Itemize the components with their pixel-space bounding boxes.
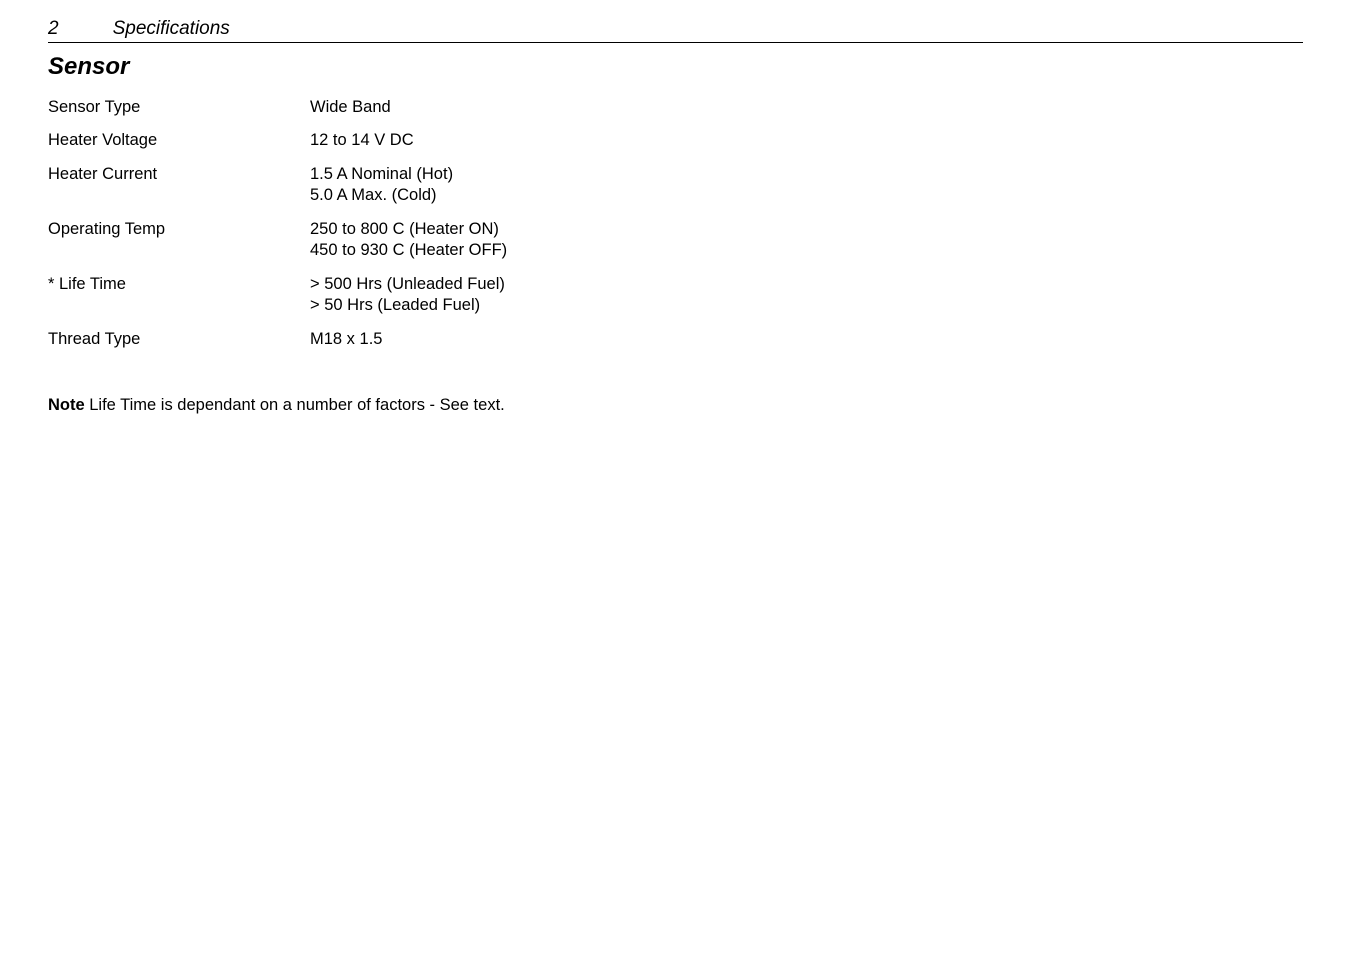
note-lead: Note (48, 396, 85, 414)
page-number: 2 (48, 18, 59, 40)
section-path: Specifications (113, 18, 230, 40)
spec-value: 12 to 14 V DC (310, 124, 507, 157)
spec-label: Heater Voltage (48, 124, 310, 157)
spec-row: Heater Current 1.5 A Nominal (Hot)5.0 A … (48, 158, 507, 213)
spec-label: Thread Type (48, 323, 310, 356)
document-page: 2 Specifications Sensor Sensor Type Wide… (0, 0, 1351, 463)
spec-row: Thread Type M18 x 1.5 (48, 323, 507, 356)
spec-value: 250 to 800 C (Heater ON)450 to 930 C (He… (310, 213, 507, 268)
note-text: Life Time is dependant on a number of fa… (85, 396, 505, 414)
spec-value: > 500 Hrs (Unleaded Fuel)> 50 Hrs (Leade… (310, 268, 507, 323)
page-header: 2 Specifications (48, 18, 1303, 43)
spec-label: Heater Current (48, 158, 310, 213)
spec-value: 1.5 A Nominal (Hot)5.0 A Max. (Cold) (310, 158, 507, 213)
section-title: Sensor (48, 53, 1303, 81)
spec-row: Sensor Type Wide Band (48, 91, 507, 124)
spec-row: * Life Time > 500 Hrs (Unleaded Fuel)> 5… (48, 268, 507, 323)
spec-value: M18 x 1.5 (310, 323, 507, 356)
spec-table: Sensor Type Wide Band Heater Voltage 12 … (48, 91, 507, 356)
spec-label: Sensor Type (48, 91, 310, 124)
note-block: Note Life Time is dependant on a number … (48, 396, 1303, 415)
spec-row: Heater Voltage 12 to 14 V DC (48, 124, 507, 157)
spec-value: Wide Band (310, 91, 507, 124)
spec-row: Operating Temp 250 to 800 C (Heater ON)4… (48, 213, 507, 268)
spec-label: * Life Time (48, 268, 310, 323)
spec-label: Operating Temp (48, 213, 310, 268)
